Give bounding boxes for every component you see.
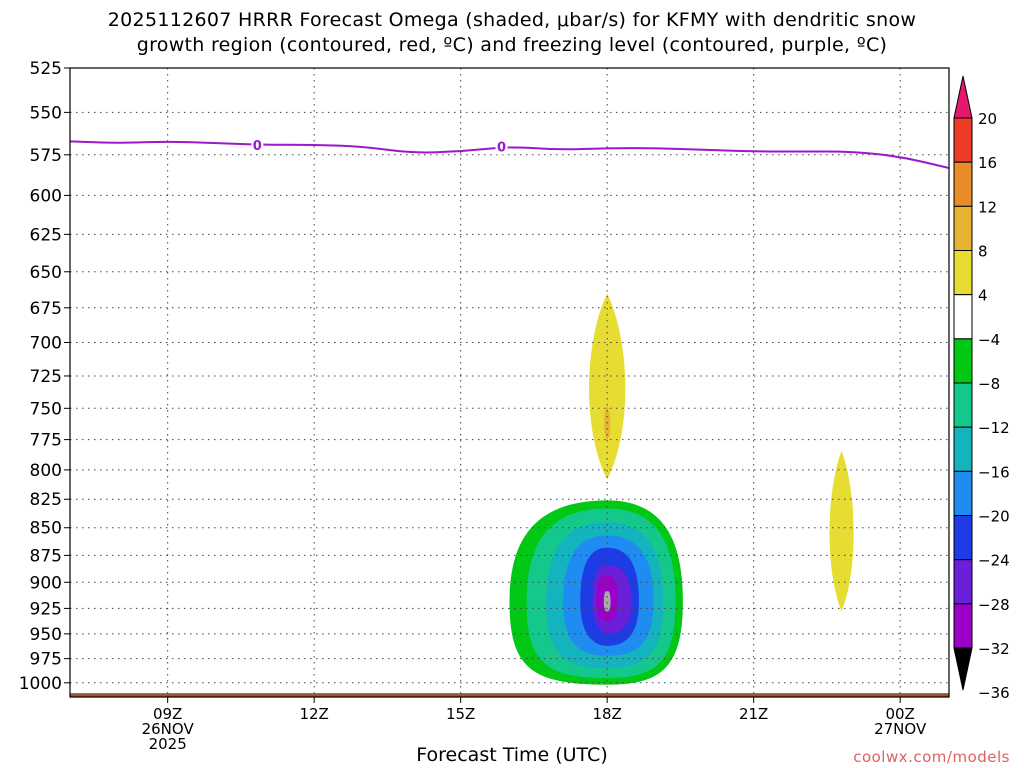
y-tick-label-525: 525 <box>30 59 62 79</box>
colorbar-label-neg28: −28 <box>978 596 1010 614</box>
colorbar-label-16: 16 <box>978 154 997 172</box>
y-tick-label-675: 675 <box>30 299 62 319</box>
chart-title-line2: growth region (contoured, red, ºC) and f… <box>136 34 888 56</box>
colorbar-arrow-bottom <box>953 647 973 691</box>
x-tick-label-12-0: 12Z <box>299 705 328 723</box>
colorbar-label-8: 8 <box>978 243 988 261</box>
colorbar-box-4 <box>953 250 973 296</box>
colorbar-box-8 <box>953 426 973 472</box>
colorbar-box-10 <box>953 515 973 561</box>
x-tick-label-9-1: 26NOV <box>142 720 195 738</box>
colorbar: 20 16 12 8 4 −4 −8 −12 −16 −20 −24 −28 −32 −36 <box>953 75 1010 702</box>
y-tick-label-750: 750 <box>30 399 62 419</box>
grid-lines <box>70 67 949 697</box>
colorbar-label-neg20: −20 <box>978 508 1010 526</box>
colorbar-box-6 <box>953 338 973 384</box>
watermark: coolwx.com/models <box>853 748 1010 766</box>
y-tick-label-975: 975 <box>30 650 62 670</box>
y-tick-label-1000: 1000 <box>19 674 62 694</box>
omega-shading <box>70 68 949 697</box>
colorbar-arrow-top <box>953 75 973 119</box>
colorbar-label-neg32: −32 <box>978 640 1010 658</box>
y-tick-label-650: 650 <box>30 263 62 283</box>
y-tick-label-850: 850 <box>30 519 62 539</box>
freezing-level-label: 0 <box>253 139 262 154</box>
colorbar-label-neg36: −36 <box>978 684 1010 702</box>
colorbar-label-neg16: −16 <box>978 463 1010 481</box>
y-tick-label-725: 725 <box>30 367 62 387</box>
colorbar-label-neg24: −24 <box>978 552 1010 570</box>
x-tick-label-21-0: 21Z <box>739 705 768 723</box>
y-tick-label-600: 600 <box>30 186 62 206</box>
chart-title-line1: 2025112607 HRRR Forecast Omega (shaded, … <box>107 9 917 31</box>
x-axis-title: Forecast Time (UTC) <box>416 744 608 766</box>
y-tick-label-700: 700 <box>30 333 62 353</box>
omega-region-left-green <box>455 429 467 554</box>
omega-region-right-yellow <box>829 450 854 612</box>
y-tick-label-775: 775 <box>30 431 62 451</box>
x-tick-label-9-0: 09Z <box>153 705 182 723</box>
colorbar-label-12: 12 <box>978 198 997 216</box>
y-axis: 525 550 575 600 625 650 675 700 725 750 775 800 825 8… <box>19 59 70 694</box>
colorbar-label-neg12: −12 <box>978 419 1010 437</box>
y-tick-label-800: 800 <box>30 461 62 481</box>
omega-region-upper-green <box>595 68 620 144</box>
y-tick-label-950: 950 <box>30 625 62 645</box>
colorbar-box-1 <box>953 117 973 163</box>
y-tick-label-575: 575 <box>30 146 62 166</box>
freezing-level-line <box>70 140 949 169</box>
x-tick-label-9-2: 2025 <box>149 735 187 753</box>
colorbar-label-20: 20 <box>978 110 997 128</box>
colorbar-box-7 <box>953 382 973 428</box>
x-tick-label-24-1: 27NOV <box>874 720 927 738</box>
colorbar-box-11 <box>953 559 973 605</box>
colorbar-box-9 <box>953 470 973 517</box>
x-tick-label-24-0: 00Z <box>885 705 914 723</box>
colorbar-box-5 <box>953 294 973 340</box>
omega-main-updraft-level-36 <box>603 590 611 612</box>
y-tick-label-550: 550 <box>30 103 62 123</box>
freezing-level-label: 0 <box>497 140 506 155</box>
colorbar-box-12 <box>953 603 973 649</box>
y-tick-label-625: 625 <box>30 225 62 245</box>
colorbar-label-neg4: −4 <box>978 331 1000 349</box>
plot-border <box>69 67 950 698</box>
x-tick-label-18-0: 18Z <box>592 705 621 723</box>
colorbar-box-2 <box>953 161 973 207</box>
colorbar-box-3 <box>953 205 973 251</box>
freezing-level-label-bg <box>251 136 264 153</box>
x-tick-label-15-0: 15Z <box>446 705 475 723</box>
chart-title: 2025112607 HRRR Forecast Omega (shaded, … <box>0 8 1024 58</box>
colorbar-label-neg8: −8 <box>978 375 1000 393</box>
freezing-level-label-bg <box>495 138 508 155</box>
y-tick-label-875: 875 <box>30 546 62 566</box>
y-tick-label-925: 925 <box>30 599 62 619</box>
y-tick-label-900: 900 <box>30 573 62 593</box>
surface-terrain <box>70 693 949 697</box>
plot-frame <box>69 67 950 698</box>
colorbar-label-4: 4 <box>978 287 988 305</box>
omega-region-right-green <box>890 526 911 581</box>
y-tick-label-825: 825 <box>30 490 62 510</box>
